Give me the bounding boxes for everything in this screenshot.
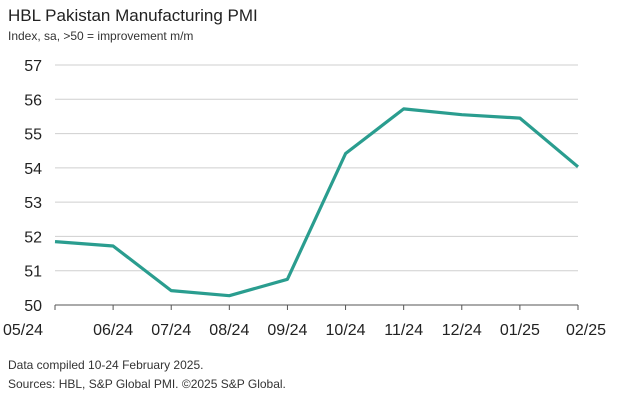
chart-title: HBL Pakistan Manufacturing PMI bbox=[8, 6, 258, 25]
data-point-09-24 bbox=[286, 278, 289, 281]
x-tick-label-11-24: 11/24 bbox=[384, 322, 423, 339]
y-tick-label-57: 57 bbox=[24, 58, 42, 75]
data-point-11-24 bbox=[402, 107, 405, 110]
y-axis-tick-labels: 50 51 52 53 54 55 56 57 bbox=[24, 58, 42, 315]
data-point-08-24 bbox=[228, 294, 231, 297]
data-point-12-24 bbox=[460, 113, 463, 116]
data-point-02-25 bbox=[576, 165, 579, 168]
x-axis bbox=[54, 304, 579, 310]
y-tick-label-50: 50 bbox=[24, 298, 42, 315]
x-tick-label-09-24: 09/24 bbox=[267, 322, 307, 339]
data-point-10-24 bbox=[344, 152, 347, 155]
y-tick-label-52: 52 bbox=[24, 229, 42, 246]
pmi-series-line bbox=[54, 107, 580, 298]
data-point-05-24 bbox=[53, 240, 56, 243]
y-tick-label-53: 53 bbox=[24, 195, 42, 212]
x-tick-label-07-24: 07/24 bbox=[151, 322, 191, 339]
sources-note: Sources: HBL, S&P Global PMI. ©2025 S&P … bbox=[8, 377, 286, 391]
chart-subtitle: Index, sa, >50 = improvement m/m bbox=[8, 29, 194, 43]
x-tick-label-06-24: 06/24 bbox=[93, 322, 133, 339]
pmi-line-chart: 50 51 52 53 54 55 56 57 05/24 06/24 07/24 08/24 09/… bbox=[3, 58, 606, 339]
series-layer bbox=[53, 107, 580, 298]
y-tick-label-56: 56 bbox=[24, 92, 42, 109]
x-tick-label-01-25: 01/25 bbox=[500, 322, 540, 339]
x-tick-label-08-24: 08/24 bbox=[209, 322, 249, 339]
x-tick-label-12-24: 12/24 bbox=[442, 322, 482, 339]
x-axis-tick-labels: 05/24 06/24 07/24 08/24 09/24 10/24 11/24 12/24… bbox=[3, 322, 606, 339]
data-point-01-25 bbox=[518, 117, 521, 120]
data-point-06-24 bbox=[112, 244, 115, 247]
x-tick-label-10-24: 10/24 bbox=[326, 322, 366, 339]
y-tick-label-55: 55 bbox=[24, 127, 42, 144]
y-tick-label-51: 51 bbox=[24, 264, 42, 281]
y-tick-label-54: 54 bbox=[24, 161, 42, 178]
data-compiled-note: Data compiled 10-24 February 2025. bbox=[8, 358, 204, 372]
gridlines bbox=[55, 64, 578, 272]
x-tick-label-02-25: 02/25 bbox=[566, 322, 606, 339]
x-tick-label-05-24: 05/24 bbox=[3, 322, 43, 339]
data-point-07-24 bbox=[170, 289, 173, 292]
